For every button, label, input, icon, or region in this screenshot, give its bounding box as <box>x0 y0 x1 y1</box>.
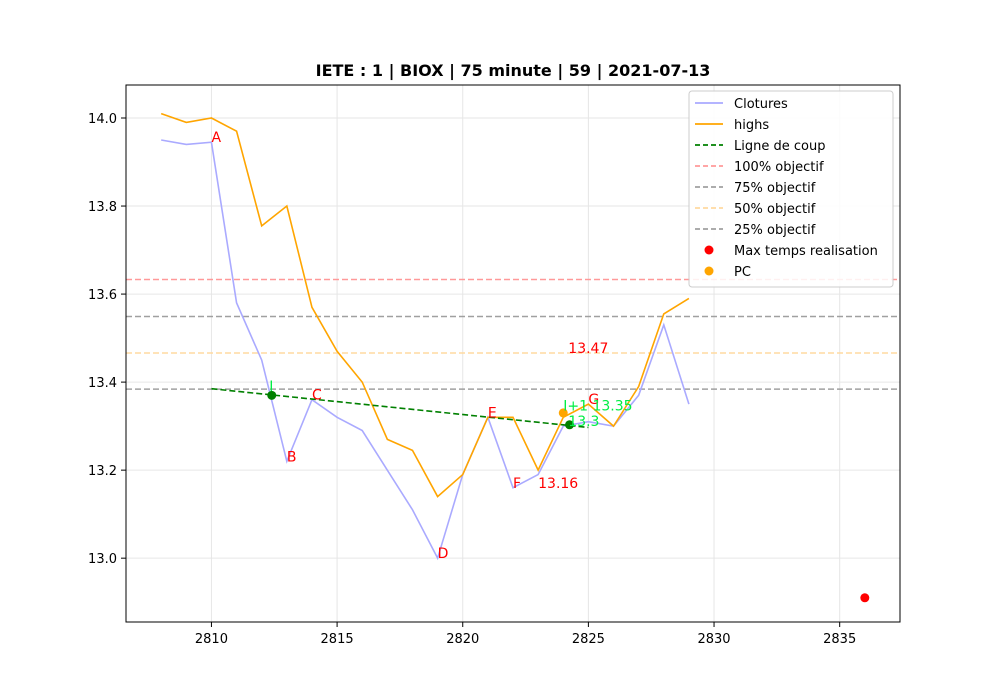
points <box>267 390 870 603</box>
x-tick-label: 2825 <box>572 632 605 647</box>
annotation-label: 13.47 <box>568 341 608 357</box>
legend-label: 100% objectif <box>734 160 824 175</box>
legend-label: Ligne de coup <box>734 139 825 154</box>
objective-lines <box>126 278 900 390</box>
annotation-label: 13.16 <box>538 476 578 492</box>
trade-point <box>267 390 277 400</box>
max-time-point <box>860 593 870 603</box>
y-tick-label: 14.0 <box>88 112 117 127</box>
x-tick-label: 2835 <box>823 632 856 647</box>
series-line-highs <box>160 112 690 498</box>
chart-title: IETE : 1 | BIOX | 75 minute | 59 | 2021-… <box>316 61 711 81</box>
annotation-label: E <box>488 405 497 421</box>
legend-label: Max temps realisation <box>734 244 878 259</box>
y-tick-label: 13.2 <box>88 464 117 479</box>
legend-box <box>688 90 894 288</box>
pc-point <box>558 408 568 418</box>
trade-point <box>565 420 575 430</box>
annotation-label: I+1 13.35 <box>563 399 632 415</box>
x-tick-label: 2830 <box>697 632 730 647</box>
legend-label: highs <box>734 118 769 133</box>
annotation-label: 13.3 <box>568 414 599 430</box>
legend: Clotures highs Ligne de coup 100% objectif 7… <box>688 90 894 288</box>
legend-swatch <box>704 266 714 276</box>
annotation-label: I <box>269 379 273 395</box>
plot-frame <box>125 84 901 623</box>
legend-label: 50% objectif <box>734 202 816 217</box>
y-tick-label: 13.8 <box>88 200 117 215</box>
x-tick-label: 2815 <box>321 632 354 647</box>
y-tick-label: 13.6 <box>88 288 117 303</box>
annotation-label: G <box>588 392 599 408</box>
legend-label: 75% objectif <box>734 181 816 196</box>
legend-swatch <box>704 245 714 255</box>
axis-ticks: 2810 2815 2820 2825 2830 2835 13.0 13.2 13.4 13.6… <box>88 112 856 647</box>
y-tick-label: 13.4 <box>88 376 117 391</box>
series-lines <box>160 112 690 561</box>
annotation-label: C <box>312 388 322 404</box>
annotation-label: A <box>211 130 221 146</box>
series-line-clotures <box>161 139 690 561</box>
annotation-label: D <box>438 546 449 562</box>
x-tick-label: 2820 <box>446 632 479 647</box>
legend-label: PC <box>734 265 751 280</box>
legend-label: 25% objectif <box>734 223 816 238</box>
annotation-label: B <box>287 449 297 465</box>
x-tick-label: 2810 <box>195 632 228 647</box>
annotation-label: F <box>513 476 521 492</box>
y-tick-label: 13.0 <box>88 552 117 567</box>
legend-label: Clotures <box>734 97 788 112</box>
